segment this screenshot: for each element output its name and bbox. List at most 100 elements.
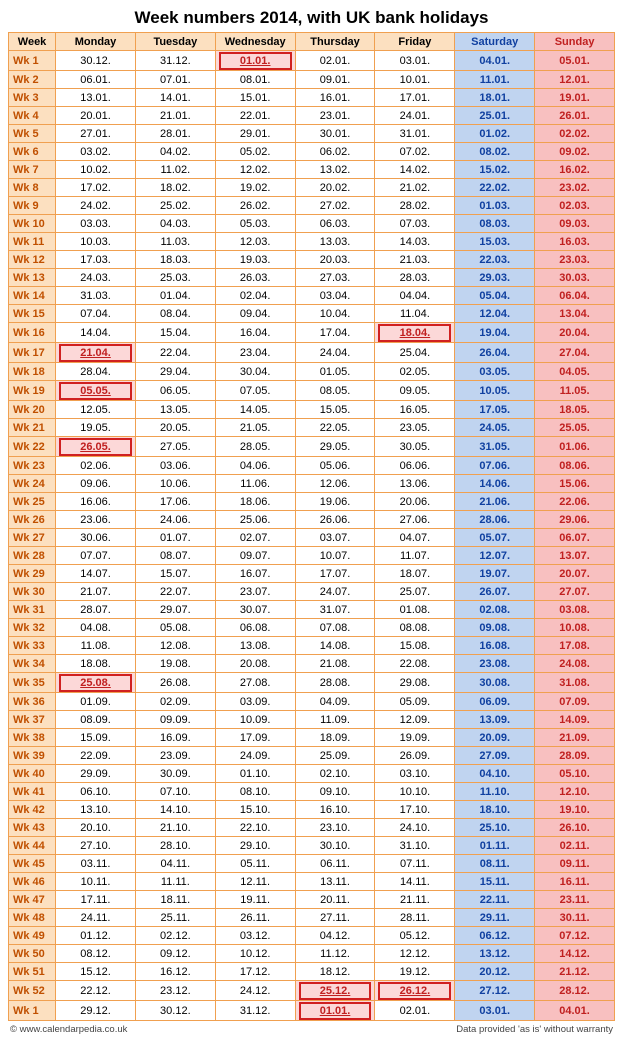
date-cell: 22.04.: [135, 343, 215, 363]
date-cell: 22.01.: [215, 107, 295, 125]
date-cell: 19.05.: [56, 419, 136, 437]
date-cell: 19.02.: [215, 179, 295, 197]
date-cell: 22.06.: [535, 493, 615, 511]
date-cell: 18.06.: [215, 493, 295, 511]
date-cell: 29.12.: [56, 1001, 136, 1021]
week-row: Wk 4610.11.11.11.12.11.13.11.14.11.15.11…: [9, 873, 615, 891]
date-cell: 08.12.: [56, 945, 136, 963]
date-cell: 05.11.: [215, 855, 295, 873]
week-row: Wk 1905.05.06.05.07.05.08.05.09.05.10.05…: [9, 381, 615, 401]
date-cell: 23.04.: [215, 343, 295, 363]
week-label: Wk 45: [9, 855, 56, 873]
date-cell: 24.11.: [56, 909, 136, 927]
date-cell: 04.07.: [375, 529, 455, 547]
date-cell: 07.06.: [455, 457, 535, 475]
date-cell: 14.12.: [535, 945, 615, 963]
date-cell: 07.11.: [375, 855, 455, 873]
week-row: Wk 3525.08.26.08.27.08.28.08.29.08.30.08…: [9, 673, 615, 693]
date-cell: 15.04.: [135, 323, 215, 343]
week-row: Wk 1614.04.15.04.16.04.17.04.18.04.19.04…: [9, 323, 615, 343]
date-cell: 18.01.: [455, 89, 535, 107]
week-row: Wk 3418.08.19.08.20.08.21.08.22.08.23.08…: [9, 655, 615, 673]
week-row: Wk 3311.08.12.08.13.08.14.08.15.08.16.08…: [9, 637, 615, 655]
week-label: Wk 34: [9, 655, 56, 673]
date-cell: 16.10.: [295, 801, 375, 819]
date-cell: 09.11.: [535, 855, 615, 873]
date-cell: 15.12.: [56, 963, 136, 981]
footer-right: Data provided 'as is' without warranty: [456, 1024, 613, 1035]
date-cell: 10.11.: [56, 873, 136, 891]
date-cell: 06.11.: [295, 855, 375, 873]
date-cell: 08.03.: [455, 215, 535, 233]
date-cell: 30.05.: [375, 437, 455, 457]
week-label: Wk 41: [9, 783, 56, 801]
date-cell: 28.05.: [215, 437, 295, 457]
date-cell: 19.11.: [215, 891, 295, 909]
date-cell: 24.02.: [56, 197, 136, 215]
date-cell: 15.10.: [215, 801, 295, 819]
date-cell: 15.07.: [135, 565, 215, 583]
date-cell: 13.06.: [375, 475, 455, 493]
date-cell: 06.12.: [455, 927, 535, 945]
week-row: Wk 4029.09.30.09.01.10.02.10.03.10.04.10…: [9, 765, 615, 783]
date-cell: 02.07.: [215, 529, 295, 547]
date-cell: 23.05.: [375, 419, 455, 437]
date-cell: 19.12.: [375, 963, 455, 981]
week-label: Wk 9: [9, 197, 56, 215]
week-row: Wk 4320.10.21.10.22.10.23.10.24.10.25.10…: [9, 819, 615, 837]
date-cell: 07.03.: [375, 215, 455, 233]
date-cell: 17.07.: [295, 565, 375, 583]
date-cell: 05.06.: [295, 457, 375, 475]
week-label: Wk 44: [9, 837, 56, 855]
week-row: Wk 4213.10.14.10.15.10.16.10.17.10.18.10…: [9, 801, 615, 819]
date-cell: 03.05.: [455, 363, 535, 381]
date-cell: 03.07.: [295, 529, 375, 547]
date-cell: 26.01.: [535, 107, 615, 125]
week-label: Wk 22: [9, 437, 56, 457]
date-cell: 23.07.: [215, 583, 295, 601]
date-cell: 07.05.: [215, 381, 295, 401]
date-cell: 03.06.: [135, 457, 215, 475]
date-cell: 01.04.: [135, 287, 215, 305]
date-cell: 07.07.: [56, 547, 136, 565]
date-cell: 13.03.: [295, 233, 375, 251]
date-cell: 14.10.: [135, 801, 215, 819]
date-cell: 21.08.: [295, 655, 375, 673]
week-row: Wk 2730.06.01.07.02.07.03.07.04.07.05.07…: [9, 529, 615, 547]
date-cell: 16.04.: [215, 323, 295, 343]
week-row: Wk 129.12.30.12.31.12.01.01.02.01.03.01.…: [9, 1001, 615, 1021]
date-cell: 10.05.: [455, 381, 535, 401]
week-row: Wk 3815.09.16.09.17.09.18.09.19.09.20.09…: [9, 729, 615, 747]
date-cell: 29.11.: [455, 909, 535, 927]
date-cell: 04.11.: [135, 855, 215, 873]
date-cell: 21.12.: [535, 963, 615, 981]
date-cell: 02.01.: [295, 51, 375, 71]
date-cell: 03.01.: [455, 1001, 535, 1021]
date-cell: 21.01.: [135, 107, 215, 125]
date-cell: 01.12.: [56, 927, 136, 945]
date-cell: 24.07.: [295, 583, 375, 601]
week-label: Wk 15: [9, 305, 56, 323]
week-label: Wk 35: [9, 673, 56, 693]
date-cell: 21.05.: [215, 419, 295, 437]
col-header: Saturday: [455, 33, 535, 51]
date-cell: 03.09.: [215, 693, 295, 711]
date-cell: 26.02.: [215, 197, 295, 215]
date-cell: 11.09.: [295, 711, 375, 729]
date-cell: 15.09.: [56, 729, 136, 747]
date-cell: 04.08.: [56, 619, 136, 637]
date-cell: 28.08.: [295, 673, 375, 693]
date-cell: 17.11.: [56, 891, 136, 909]
date-cell: 17.12.: [215, 963, 295, 981]
date-cell: 10.09.: [215, 711, 295, 729]
date-cell: 27.06.: [375, 511, 455, 529]
date-cell: 26.08.: [135, 673, 215, 693]
date-cell: 08.02.: [455, 143, 535, 161]
date-cell: 11.05.: [535, 381, 615, 401]
date-cell: 03.02.: [56, 143, 136, 161]
date-cell: 27.02.: [295, 197, 375, 215]
week-row: Wk 4824.11.25.11.26.11.27.11.28.11.29.11…: [9, 909, 615, 927]
date-cell: 16.07.: [215, 565, 295, 583]
week-row: Wk 2623.06.24.06.25.06.26.06.27.06.28.06…: [9, 511, 615, 529]
week-label: Wk 39: [9, 747, 56, 765]
